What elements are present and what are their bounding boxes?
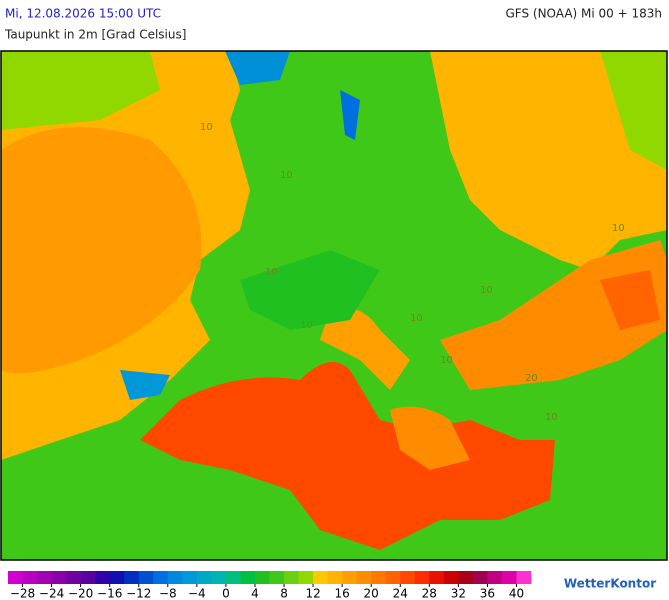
colorbar-label: 4 [251,587,259,600]
colorbar-label: 20 [364,587,379,600]
colorbar-label: −8 [159,587,177,600]
contour-label: 10 [200,122,213,133]
contour-label: 10 [440,355,453,366]
colorbar-swatch [51,571,67,584]
map [0,50,668,561]
logo: WetterKontor [564,577,656,591]
colorbar-swatch [109,571,125,584]
contour-label: 10 [480,285,493,296]
colorbar-swatch [284,571,299,584]
colorbar-label: 8 [280,587,288,600]
contour-label: 10 [300,320,313,331]
colorbar-swatch [501,571,517,584]
colorbar-swatch [240,571,256,584]
parameter: Taupunkt in 2m [Grad Celsius] [4,28,186,42]
colorbar-label: 40 [509,587,524,600]
colorbar-swatch [327,571,343,584]
colorbar-swatch [196,571,212,584]
colorbar-swatch [269,571,285,584]
contour-labels: 10 10 10 10 10 10 10 20 10 10 [200,122,625,423]
colorbar-swatch [313,571,328,584]
colorbar-swatch [167,571,183,584]
colorbar-label: 0 [222,587,230,600]
colorbar-swatch [400,571,416,584]
colorbar-label: −4 [188,587,206,600]
colorbar-label: 24 [393,587,408,600]
colorbar-swatch [182,571,198,584]
colorbar-swatch [458,571,474,584]
colorbar-swatch [153,571,169,584]
contour-label: 20 [525,373,538,384]
colorbar-label: 28 [422,587,437,600]
colorbar-label: 16 [334,587,349,600]
contour-label: 10 [265,267,278,278]
valid-time: Mi, 12.08.2026 15:00 UTC [5,7,161,21]
colorbar-swatch [80,571,96,584]
colorbar: −28 −24 −20 −16 −12 −8 −4 0 4 8 12 16 20 24 28 32 36 40 [8,571,532,600]
colorbar-swatch [8,571,23,584]
colorbar-swatch [225,571,241,584]
colorbar-label: 32 [451,587,466,600]
model-run: GFS (NOAA) Mi 00 + 183h [505,7,662,21]
colorbar-swatch [22,571,38,584]
colorbar-swatch [211,571,227,584]
colorbar-swatch [472,571,488,584]
colorbar-label: −24 [39,587,64,600]
colorbar-swatch [298,571,314,584]
colorbar-swatch [443,571,459,584]
contour-label: 10 [280,170,293,181]
colorbar-label: 36 [480,587,495,600]
colorbar-swatch [66,571,81,584]
colorbar-swatch [385,571,401,584]
colorbar-swatch [356,571,372,584]
colorbar-swatch [254,571,270,584]
colorbar-swatch [371,571,387,584]
colorbar-swatch [429,571,445,584]
colorbar-swatch [342,571,357,584]
colorbar-swatch [516,571,532,584]
contour-label: 10 [545,412,558,423]
colorbar-label: −28 [10,587,35,600]
colorbar-label: −20 [68,587,93,600]
colorbar-swatch [487,571,503,584]
colorbar-label: 12 [305,587,320,600]
colorbar-swatch [138,571,154,584]
contour-label: 10 [410,313,423,324]
colorbar-label: −16 [97,587,122,600]
colorbar-label: −12 [126,587,151,600]
colorbar-swatch [124,571,140,584]
colorbar-swatch [37,571,52,584]
colorbar-swatch [414,571,430,584]
colorbar-swatch [95,571,110,584]
contour-label: 10 [612,223,625,234]
